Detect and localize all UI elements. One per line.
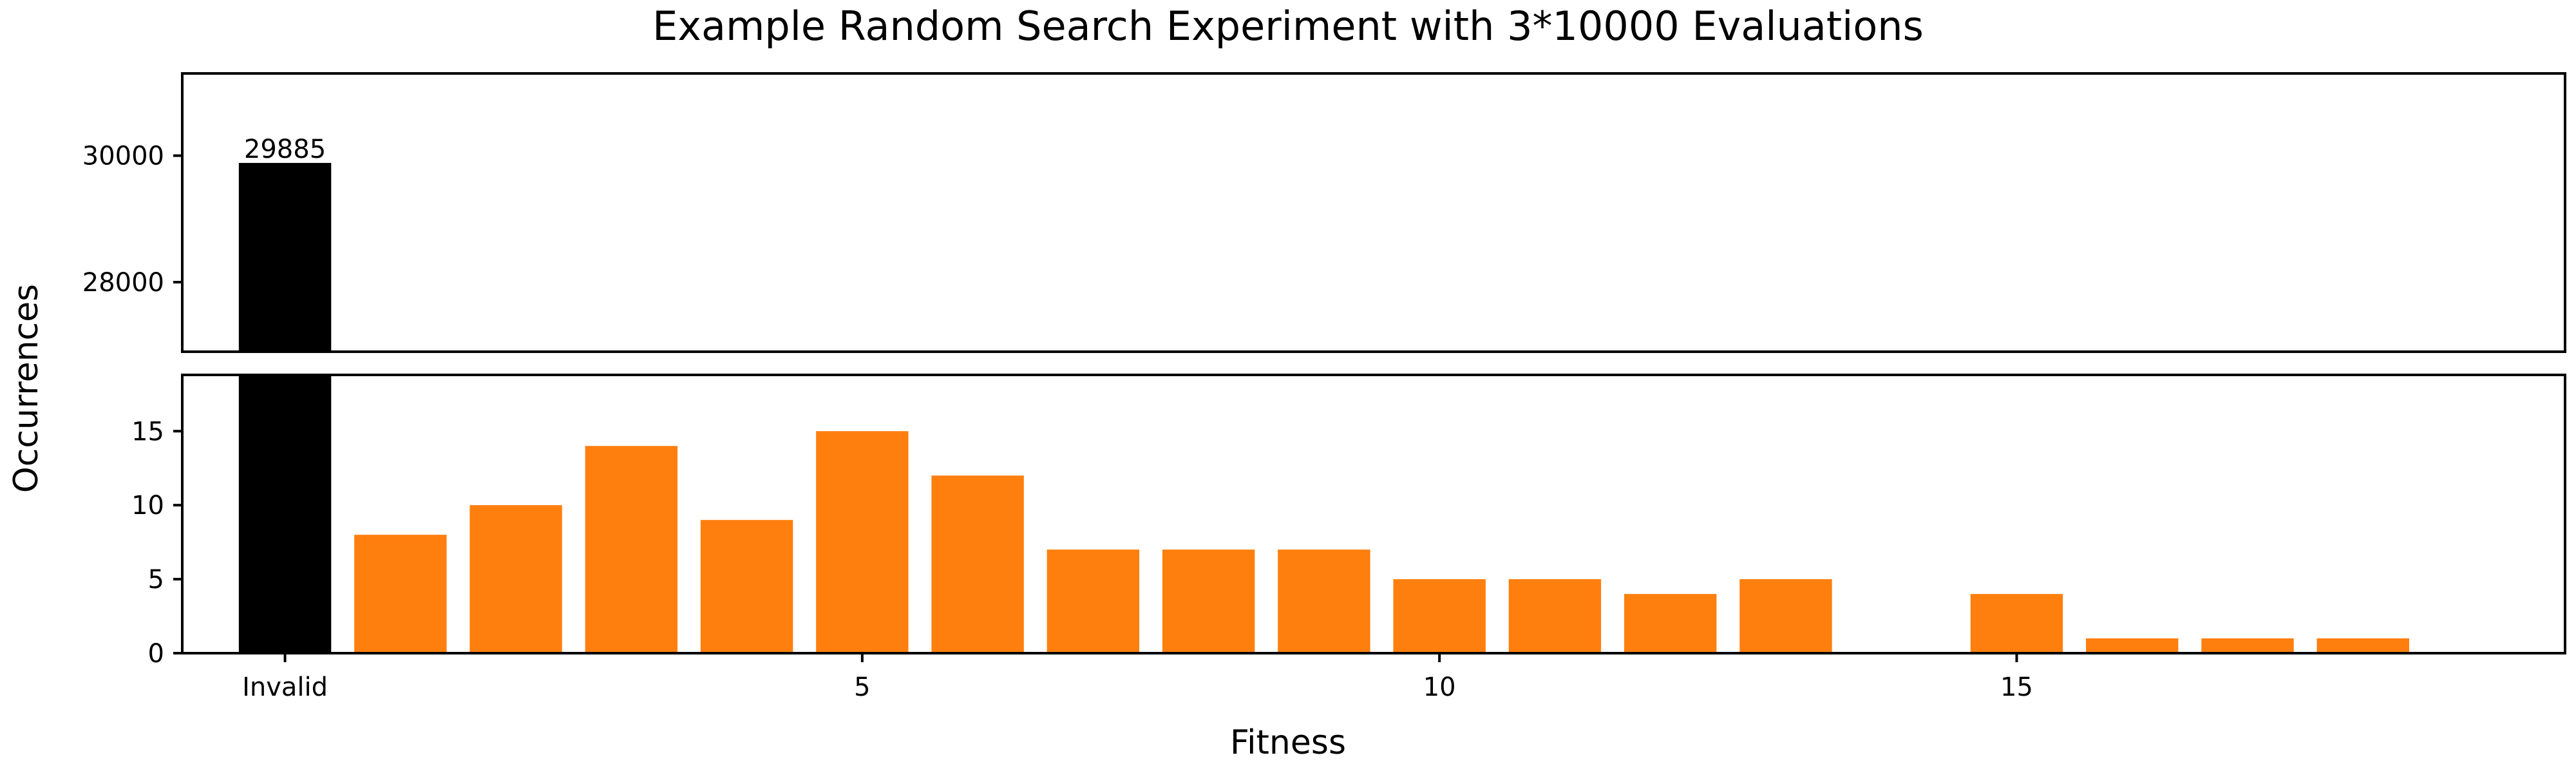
bar-value-label: 29885 (244, 135, 326, 164)
bar (238, 375, 332, 653)
bar (1046, 549, 1140, 653)
lower-y-tick-label: 0 (148, 639, 164, 669)
x-axis-label: Fitness (1230, 723, 1346, 762)
x-tick-label: 15 (2000, 673, 2033, 702)
bar (1393, 579, 1486, 653)
bar (1739, 579, 1832, 653)
lower-y-tick-label: 15 (131, 417, 164, 446)
upper-y-tick-label: 28000 (82, 268, 164, 298)
chart-title: Example Random Search Experiment with 3*… (652, 3, 1924, 50)
bar (816, 431, 909, 653)
bar (1278, 549, 1370, 653)
x-tick-label: 10 (1423, 673, 1456, 702)
bar (1624, 594, 1717, 653)
y-axis-label: Occurrences (7, 284, 46, 493)
lower-y-tick-label: 5 (148, 565, 164, 595)
bar-upper-segment (238, 162, 332, 352)
bar (1970, 594, 2063, 653)
upper-panel-frame (181, 72, 2566, 353)
bar (700, 520, 793, 653)
bar (931, 475, 1024, 653)
lower-panel: 0 5 10 15 Invalid 5 10 15 (131, 374, 2566, 702)
x-tick-label: Invalid (242, 673, 328, 702)
upper-y-tick-label: 30000 (82, 142, 164, 171)
bar (1162, 549, 1255, 653)
bar (1508, 579, 1602, 653)
lower-panel-frame (181, 374, 2566, 654)
upper-panel: 29885 28000 30000 (82, 72, 2566, 353)
bar (2316, 638, 2409, 653)
bar (469, 505, 562, 653)
x-tick-label: 5 (854, 673, 870, 702)
bar (354, 535, 447, 653)
bar (585, 446, 678, 653)
bar (2201, 638, 2294, 653)
bar (2086, 638, 2179, 653)
lower-y-tick-label: 10 (131, 491, 164, 520)
